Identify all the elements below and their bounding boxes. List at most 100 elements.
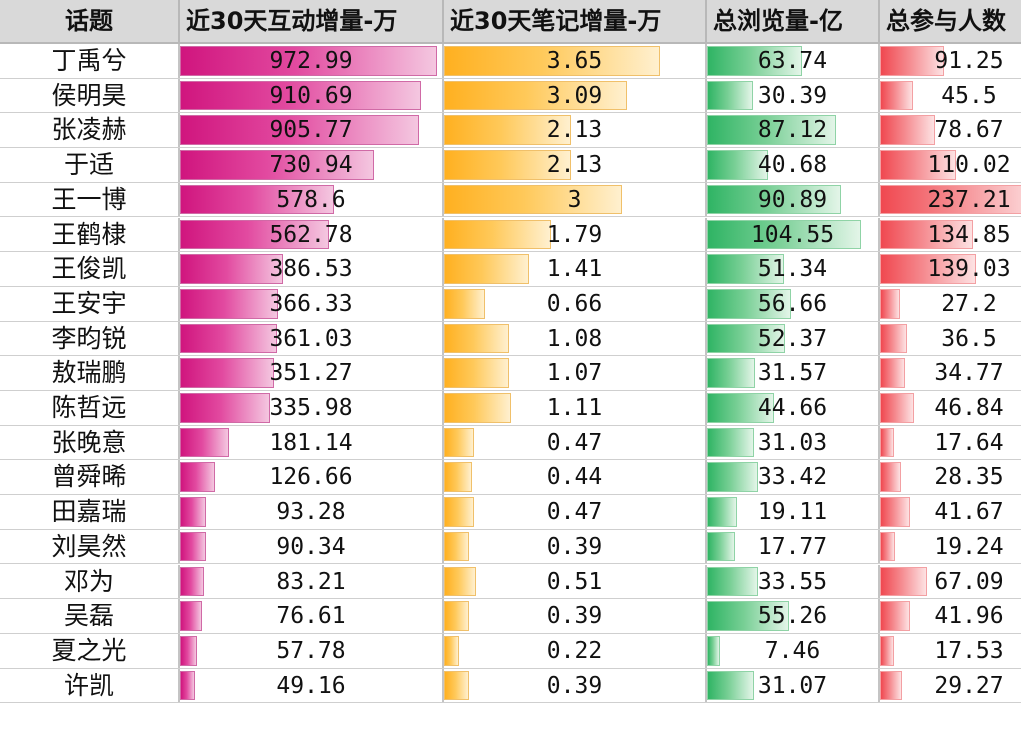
interaction-value: 910.69 — [269, 82, 353, 109]
notes-value: 0.51 — [546, 568, 603, 595]
views-value: 40.68 — [757, 152, 828, 179]
table-row: 李昀锐 361.03 1.08 52.37 36.5 — [0, 321, 1021, 357]
topic-name: 张凌赫 — [0, 113, 180, 148]
views-cell: 104.55 — [707, 217, 880, 252]
notes-bar — [444, 462, 472, 493]
topic-name: 王一博 — [0, 182, 180, 217]
notes-value: 2.13 — [546, 152, 603, 179]
participants-value: 110.02 — [927, 152, 1011, 179]
table-row: 王安宇 366.33 0.66 56.66 27.2 — [0, 286, 1021, 322]
table-row: 张晚意 181.14 0.47 31.03 17.64 — [0, 425, 1021, 461]
interaction-bar — [180, 566, 204, 597]
participants-bar — [880, 46, 944, 76]
notes-cell: 0.51 — [444, 564, 707, 599]
views-bar — [707, 80, 754, 111]
interaction-value: 351.27 — [269, 360, 353, 387]
notes-value: 0.44 — [546, 464, 603, 491]
participants-bar — [880, 497, 911, 527]
views-bar — [707, 531, 735, 562]
views-value: 33.42 — [757, 464, 828, 491]
participants-value: 139.03 — [927, 256, 1011, 283]
notes-value: 1.08 — [546, 325, 603, 352]
interaction-cell: 730.94 — [180, 148, 444, 182]
participants-bar — [880, 115, 936, 146]
table-row: 田嘉瑞 93.28 0.47 19.11 41.67 — [0, 495, 1021, 530]
notes-bar — [444, 358, 509, 388]
table-row: 侯明昊 910.69 3.09 30.39 45.5 — [0, 78, 1021, 114]
views-value: 7.46 — [764, 637, 821, 664]
notes-value: 1.11 — [546, 395, 603, 421]
interaction-value: 335.98 — [269, 395, 353, 421]
header-interaction: 近30天互动增量-万 — [180, 0, 444, 44]
participants-cell: 78.67 — [880, 113, 1021, 148]
participants-cell: 34.77 — [880, 356, 1021, 390]
interaction-cell: 361.03 — [180, 321, 444, 356]
participants-bar — [880, 358, 906, 388]
views-cell: 40.68 — [707, 148, 880, 182]
interaction-cell: 905.77 — [180, 113, 444, 148]
views-bar — [707, 288, 792, 319]
views-cell: 33.55 — [707, 564, 880, 599]
participants-bar — [880, 80, 913, 111]
participants-value: 67.09 — [934, 568, 1004, 595]
topic-name: 王俊凯 — [0, 252, 180, 286]
views-cell: 30.39 — [707, 78, 880, 113]
topic-name: 曾舜晞 — [0, 460, 180, 495]
interaction-bar — [180, 427, 230, 458]
views-cell: 31.07 — [707, 668, 880, 703]
interaction-bar — [180, 323, 277, 354]
participants-bar — [880, 427, 894, 458]
participants-bar — [880, 635, 894, 666]
table-row: 王一博 578.6 3 90.89 237.21 — [0, 182, 1021, 218]
participants-bar — [880, 288, 901, 319]
notes-value: 0.39 — [546, 603, 603, 630]
notes-bar — [444, 323, 510, 354]
notes-value: 0.22 — [546, 637, 603, 664]
views-value: 17.77 — [757, 533, 828, 560]
notes-bar — [444, 150, 571, 180]
participants-value: 134.85 — [927, 221, 1011, 248]
table-row: 夏之光 57.78 0.22 7.46 17.53 — [0, 633, 1021, 669]
topic-name: 田嘉瑞 — [0, 495, 180, 529]
topic-name: 敖瑞鹏 — [0, 356, 180, 390]
participants-cell: 139.03 — [880, 252, 1021, 286]
interaction-value: 386.53 — [269, 256, 353, 283]
interaction-bar — [180, 150, 374, 180]
table-row: 王鹤棣 562.78 1.79 104.55 134.85 — [0, 217, 1021, 253]
interaction-cell: 386.53 — [180, 252, 444, 286]
interaction-cell: 181.14 — [180, 425, 444, 460]
interaction-cell: 335.98 — [180, 391, 444, 425]
views-bar — [707, 358, 755, 388]
participants-value: 46.84 — [934, 395, 1004, 421]
interaction-bar — [180, 601, 203, 631]
notes-value: 1.41 — [546, 256, 603, 283]
interaction-bar — [180, 254, 284, 284]
interaction-bar — [180, 462, 216, 493]
interaction-value: 181.14 — [269, 429, 353, 456]
views-value: 51.34 — [757, 256, 828, 283]
views-value: 87.12 — [757, 117, 828, 144]
views-cell: 51.34 — [707, 252, 880, 286]
header-topic: 话题 — [0, 0, 180, 44]
notes-cell: 2.13 — [444, 148, 707, 182]
table-row: 陈哲远 335.98 1.11 44.66 46.84 — [0, 391, 1021, 426]
notes-bar — [444, 601, 469, 631]
notes-cell: 3 — [444, 182, 707, 217]
interaction-cell: 90.34 — [180, 529, 444, 564]
views-cell: 31.03 — [707, 425, 880, 460]
views-bar — [707, 323, 786, 354]
participants-bar — [880, 670, 902, 701]
notes-bar — [444, 635, 459, 666]
views-bar — [707, 115, 836, 146]
views-value: 31.07 — [757, 672, 828, 699]
interaction-bar — [180, 393, 271, 423]
views-bar — [707, 670, 755, 701]
interaction-cell: 93.28 — [180, 495, 444, 529]
participants-value: 41.96 — [934, 603, 1004, 630]
participants-cell: 237.21 — [880, 182, 1021, 217]
participants-bar — [880, 531, 895, 562]
topic-name: 于适 — [0, 148, 180, 182]
notes-value: 0.47 — [546, 499, 603, 526]
views-value: 44.66 — [757, 395, 828, 421]
interaction-cell: 578.6 — [180, 182, 444, 217]
